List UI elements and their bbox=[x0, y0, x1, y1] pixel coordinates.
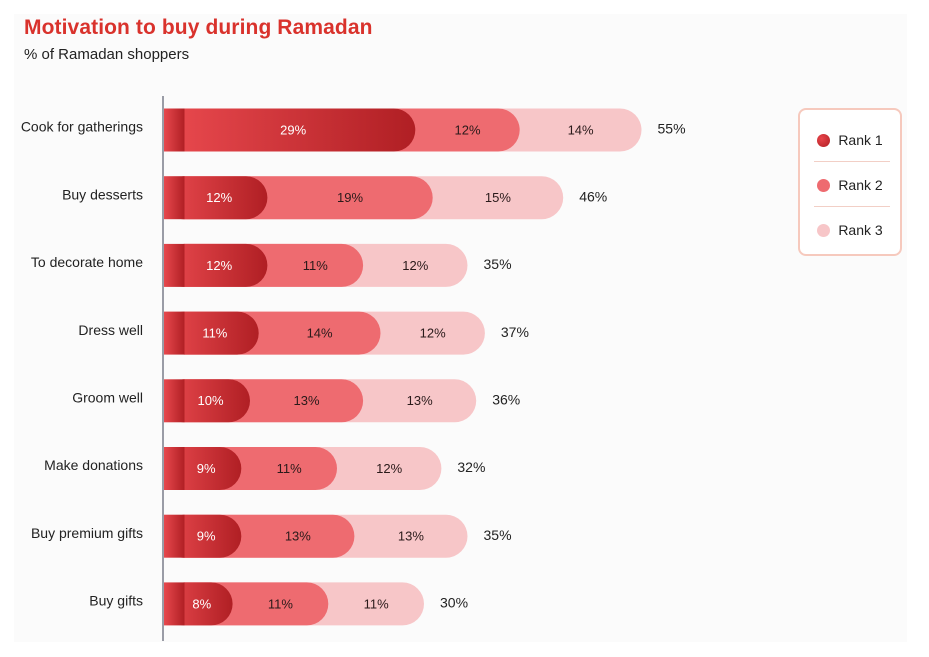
legend-label-rank-3: Rank 3 bbox=[838, 222, 883, 238]
data-label-groom-well-rank-2: 13% bbox=[294, 393, 320, 408]
bar-to-decorate-home-rank-1 bbox=[163, 243, 268, 287]
bar-left-edge bbox=[163, 243, 185, 287]
data-label-cook-for-gatherings-rank-1: 29% bbox=[280, 122, 306, 137]
data-label-cook-for-gatherings-rank-2: 12% bbox=[454, 122, 480, 137]
bar-left-edge bbox=[163, 514, 185, 558]
data-label-buy-desserts-rank-3: 15% bbox=[485, 190, 511, 205]
data-label-buy-desserts-rank-2: 19% bbox=[337, 190, 363, 205]
data-label-to-decorate-home-rank-3: 12% bbox=[402, 258, 428, 273]
data-label-make-donations-rank-1: 9% bbox=[197, 461, 216, 476]
data-label-buy-gifts-rank-3: 11% bbox=[364, 596, 389, 611]
chart-title: Motivation to buy during Ramadan bbox=[24, 16, 373, 39]
legend-swatch-rank-2 bbox=[817, 178, 831, 192]
category-label-buy-premium-gifts: Buy premium gifts bbox=[31, 525, 143, 541]
data-label-buy-premium-gifts-rank-3: 13% bbox=[398, 529, 424, 544]
legend-swatch-rank-3 bbox=[817, 223, 831, 237]
data-label-buy-premium-gifts-rank-1: 9% bbox=[197, 529, 216, 544]
category-label-cook-for-gatherings: Cook for gatherings bbox=[21, 119, 143, 135]
category-label-to-decorate-home: To decorate home bbox=[31, 254, 143, 270]
data-label-to-decorate-home-rank-2: 11% bbox=[303, 258, 328, 273]
data-label-cook-for-gatherings-rank-3: 14% bbox=[568, 122, 594, 137]
legend: Rank 1 Rank 2 Rank 3 bbox=[798, 108, 902, 256]
total-label-make-donations: 32% bbox=[457, 459, 485, 475]
data-label-dress-well-rank-3: 12% bbox=[420, 326, 446, 341]
legend-item-rank-2: Rank 2 bbox=[800, 163, 900, 207]
total-label-buy-premium-gifts: 35% bbox=[484, 527, 512, 543]
legend-divider bbox=[814, 206, 890, 207]
category-label-buy-gifts: Buy gifts bbox=[89, 593, 143, 609]
total-label-buy-desserts: 46% bbox=[579, 188, 607, 204]
data-label-buy-gifts-rank-1: 8% bbox=[192, 596, 211, 611]
bar-left-edge bbox=[163, 582, 185, 626]
bar-left-edge bbox=[163, 311, 185, 355]
category-label-make-donations: Make donations bbox=[44, 457, 143, 473]
data-label-to-decorate-home-rank-1: 12% bbox=[206, 258, 232, 273]
data-label-buy-gifts-rank-2: 11% bbox=[268, 596, 293, 611]
chart-subtitle: % of Ramadan shoppers bbox=[24, 46, 190, 63]
legend-label-rank-1: Rank 1 bbox=[838, 132, 883, 148]
bars-group: Cook for gatherings 29% 12% 14% 55% Buy desse… bbox=[21, 108, 686, 626]
category-label-groom-well: Groom well bbox=[72, 390, 143, 406]
bar-buy-desserts-rank-1 bbox=[163, 176, 268, 220]
legend-item-rank-1: Rank 1 bbox=[800, 118, 900, 162]
data-label-make-donations-rank-3: 12% bbox=[376, 461, 402, 476]
data-label-groom-well-rank-3: 13% bbox=[407, 393, 433, 408]
bar-dress-well-rank-1 bbox=[163, 311, 259, 355]
total-label-buy-gifts: 30% bbox=[440, 595, 468, 611]
data-label-groom-well-rank-1: 10% bbox=[197, 393, 223, 408]
bar-left-edge bbox=[163, 447, 185, 490]
category-label-dress-well: Dress well bbox=[78, 322, 143, 338]
data-label-buy-premium-gifts-rank-2: 13% bbox=[285, 529, 311, 544]
total-label-to-decorate-home: 35% bbox=[484, 256, 512, 272]
category-label-buy-desserts: Buy desserts bbox=[62, 186, 143, 202]
data-label-buy-desserts-rank-1: 12% bbox=[206, 190, 232, 205]
bar-left-edge bbox=[163, 379, 185, 423]
total-label-dress-well: 37% bbox=[501, 324, 529, 340]
data-label-dress-well-rank-2: 14% bbox=[307, 326, 333, 341]
bar-groom-well-rank-1 bbox=[163, 379, 250, 423]
data-label-dress-well-rank-1: 11% bbox=[202, 326, 227, 341]
bar-left-edge bbox=[163, 108, 185, 152]
legend-divider bbox=[814, 161, 890, 162]
bar-cook-for-gatherings-rank-1 bbox=[163, 108, 416, 152]
legend-label-rank-2: Rank 2 bbox=[838, 177, 883, 193]
legend-swatch-rank-1 bbox=[817, 133, 831, 147]
total-label-cook-for-gatherings: 55% bbox=[658, 121, 686, 137]
legend-item-rank-3: Rank 3 bbox=[800, 208, 900, 252]
data-label-make-donations-rank-2: 11% bbox=[277, 461, 302, 476]
bar-left-edge bbox=[163, 176, 185, 220]
total-label-groom-well: 36% bbox=[492, 392, 520, 408]
